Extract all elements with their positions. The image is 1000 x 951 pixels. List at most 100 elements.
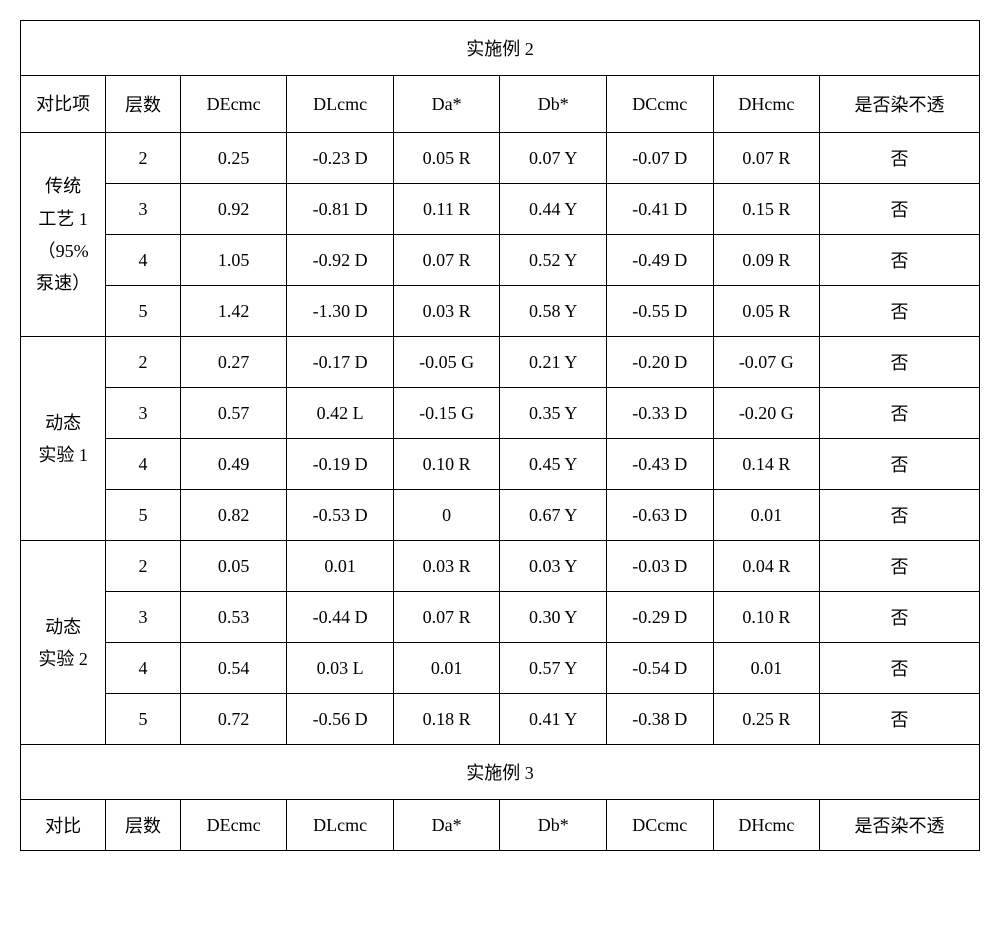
cell-da: 0.18 R: [393, 694, 500, 745]
cell-decmc: 0.25: [180, 133, 287, 184]
cell-decmc: 0.92: [180, 184, 287, 235]
table-row: 4 0.49 -0.19 D 0.10 R 0.45 Y -0.43 D 0.1…: [21, 439, 980, 490]
cell-dlcmc: -0.44 D: [287, 592, 394, 643]
cell-permeate: 否: [820, 439, 980, 490]
cell-db: 0.07 Y: [500, 133, 607, 184]
header-dhcmc: DHcmc: [713, 800, 820, 851]
cell-dhcmc: 0.05 R: [713, 286, 820, 337]
header-da: Da*: [393, 76, 500, 133]
cell-dccmc: -0.29 D: [607, 592, 714, 643]
cell-decmc: 0.49: [180, 439, 287, 490]
cell-dlcmc: 0.01: [287, 541, 394, 592]
cell-da: 0.07 R: [393, 592, 500, 643]
header-dccmc: DCcmc: [607, 800, 714, 851]
cell-permeate: 否: [820, 694, 980, 745]
cell-da: 0.11 R: [393, 184, 500, 235]
header-layer: 层数: [106, 800, 181, 851]
cell-permeate: 否: [820, 184, 980, 235]
cell-dlcmc: -0.17 D: [287, 337, 394, 388]
cell-layer: 2: [106, 337, 181, 388]
cell-dccmc: -0.20 D: [607, 337, 714, 388]
cell-decmc: 0.57: [180, 388, 287, 439]
cell-permeate: 否: [820, 490, 980, 541]
cell-db: 0.52 Y: [500, 235, 607, 286]
cell-layer: 3: [106, 184, 181, 235]
cell-permeate: 否: [820, 286, 980, 337]
group-label: 传统 工艺 1 （95% 泵速）: [21, 133, 106, 337]
header-permeate: 是否染不透: [820, 800, 980, 851]
cell-dlcmc: -0.81 D: [287, 184, 394, 235]
table-row: 动态 实验 2 2 0.05 0.01 0.03 R 0.03 Y -0.03 …: [21, 541, 980, 592]
cell-dlcmc: 0.42 L: [287, 388, 394, 439]
cell-dccmc: -0.49 D: [607, 235, 714, 286]
cell-dlcmc: -0.23 D: [287, 133, 394, 184]
cell-layer: 3: [106, 592, 181, 643]
cell-layer: 5: [106, 286, 181, 337]
header-layer: 层数: [106, 76, 181, 133]
cell-dhcmc: 0.09 R: [713, 235, 820, 286]
cell-da: 0.03 R: [393, 286, 500, 337]
cell-layer: 2: [106, 133, 181, 184]
section-title: 实施例 2: [21, 21, 980, 76]
data-table: 实施例 2 对比项 层数 DEcmc DLcmc Da* Db* DCcmc D…: [20, 20, 980, 851]
cell-dhcmc: 0.14 R: [713, 439, 820, 490]
table-row: 4 0.54 0.03 L 0.01 0.57 Y -0.54 D 0.01 否: [21, 643, 980, 694]
header-dlcmc: DLcmc: [287, 76, 394, 133]
cell-decmc: 0.72: [180, 694, 287, 745]
header-compare: 对比: [21, 800, 106, 851]
table-row: 实施例 3: [21, 745, 980, 800]
cell-da: 0.10 R: [393, 439, 500, 490]
cell-db: 0.30 Y: [500, 592, 607, 643]
cell-da: -0.15 G: [393, 388, 500, 439]
header-decmc: DEcmc: [180, 800, 287, 851]
cell-dhcmc: 0.04 R: [713, 541, 820, 592]
header-db: Db*: [500, 800, 607, 851]
table-row: 3 0.57 0.42 L -0.15 G 0.35 Y -0.33 D -0.…: [21, 388, 980, 439]
cell-dhcmc: 0.15 R: [713, 184, 820, 235]
cell-dccmc: -0.03 D: [607, 541, 714, 592]
cell-db: 0.58 Y: [500, 286, 607, 337]
table-row: 4 1.05 -0.92 D 0.07 R 0.52 Y -0.49 D 0.0…: [21, 235, 980, 286]
cell-layer: 5: [106, 694, 181, 745]
cell-dlcmc: -0.19 D: [287, 439, 394, 490]
cell-layer: 5: [106, 490, 181, 541]
cell-dhcmc: 0.25 R: [713, 694, 820, 745]
cell-dhcmc: -0.20 G: [713, 388, 820, 439]
header-dccmc: DCcmc: [607, 76, 714, 133]
cell-decmc: 0.27: [180, 337, 287, 388]
cell-permeate: 否: [820, 541, 980, 592]
cell-db: 0.21 Y: [500, 337, 607, 388]
cell-dccmc: -0.38 D: [607, 694, 714, 745]
table-row: 动态 实验 1 2 0.27 -0.17 D -0.05 G 0.21 Y -0…: [21, 337, 980, 388]
cell-da: 0.01: [393, 643, 500, 694]
cell-dhcmc: 0.01: [713, 643, 820, 694]
group-label: 动态 实验 2: [21, 541, 106, 745]
header-compare: 对比项: [21, 76, 106, 133]
cell-permeate: 否: [820, 388, 980, 439]
cell-layer: 2: [106, 541, 181, 592]
cell-db: 0.44 Y: [500, 184, 607, 235]
cell-dccmc: -0.63 D: [607, 490, 714, 541]
cell-decmc: 0.82: [180, 490, 287, 541]
cell-db: 0.57 Y: [500, 643, 607, 694]
cell-permeate: 否: [820, 337, 980, 388]
cell-dlcmc: -0.53 D: [287, 490, 394, 541]
cell-dlcmc: -0.92 D: [287, 235, 394, 286]
cell-db: 0.41 Y: [500, 694, 607, 745]
header-db: Db*: [500, 76, 607, 133]
cell-dccmc: -0.43 D: [607, 439, 714, 490]
header-da: Da*: [393, 800, 500, 851]
table-row: 实施例 2: [21, 21, 980, 76]
cell-dhcmc: 0.01: [713, 490, 820, 541]
cell-db: 0.35 Y: [500, 388, 607, 439]
cell-da: 0.05 R: [393, 133, 500, 184]
cell-dlcmc: -0.56 D: [287, 694, 394, 745]
cell-dlcmc: -1.30 D: [287, 286, 394, 337]
cell-decmc: 0.05: [180, 541, 287, 592]
cell-decmc: 1.05: [180, 235, 287, 286]
header-permeate: 是否染不透: [820, 76, 980, 133]
cell-layer: 4: [106, 235, 181, 286]
cell-permeate: 否: [820, 643, 980, 694]
cell-dhcmc: -0.07 G: [713, 337, 820, 388]
cell-da: 0.07 R: [393, 235, 500, 286]
